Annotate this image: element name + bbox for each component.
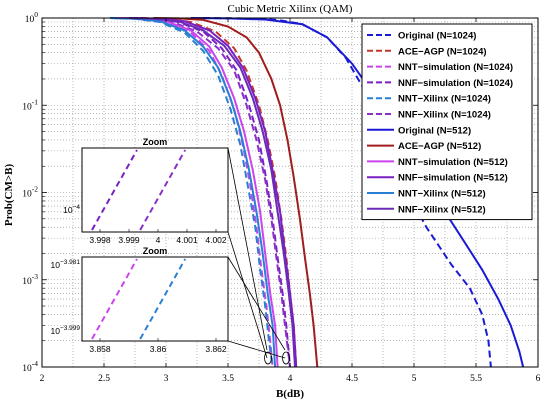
x-tick-label: 6 — [536, 374, 541, 384]
x-tick-label: 2 — [40, 374, 45, 384]
legend-label: NNF−Xilinx (N=1024) — [398, 110, 491, 121]
legend-label: ACE−AGP (N=512) — [398, 141, 481, 152]
legend-label: NNF−simulation (N=512) — [398, 173, 508, 184]
legend-label: NNT−simulation (N=1024) — [398, 62, 513, 73]
x-tick-label: 2.5 — [98, 374, 110, 384]
zoom-connector — [227, 147, 268, 351]
zoom-series-line — [91, 258, 138, 340]
chart-title: Cubic Metric Xilinx (QAM) — [228, 3, 353, 15]
zoom-series-line — [91, 149, 138, 231]
legend-label: ACE−AGP (N=1024) — [398, 46, 487, 57]
zoom-x-tick-label: 4.001 — [176, 235, 198, 245]
zoom-y-tick-label: 10−4 — [63, 204, 80, 215]
zoom-insets: Zoom 3.998 3.999 4 4.001 4.002 10−4 Zoom 3.858 3.… — [50, 137, 290, 365]
zoom-series-line — [139, 149, 187, 231]
x-tick-label: 3.5 — [222, 374, 234, 384]
y-tick-label: 10-1 — [22, 97, 38, 112]
series-line — [153, 17, 319, 368]
y-tick-label: 10-2 — [22, 185, 38, 200]
zoom-x-tick-label: 3.998 — [89, 235, 111, 245]
legend-label: Original (N=1024) — [398, 31, 476, 42]
zoom-inset-title: Zoom — [143, 137, 168, 147]
zoom-x-tick-label: 3.858 — [89, 344, 111, 354]
x-axis-label: B(dB) — [276, 388, 304, 400]
series-line — [110, 17, 277, 368]
zoom-y-tick-label: 10−3.981 — [50, 259, 80, 270]
legend: Original (N=1024) ACE−AGP (N=1024) NNT−sim… — [361, 23, 533, 221]
zoom-inset-frame — [81, 147, 229, 233]
legend-label: NNT−simulation (N=512) — [398, 157, 508, 168]
zoom-x-tick-label: 3.999 — [118, 235, 140, 245]
zoom-x-tick-label: 3.862 — [205, 344, 227, 354]
y-tick-label: 10-4 — [22, 359, 38, 374]
x-tick-label: 4 — [288, 374, 293, 384]
zoom-connector — [227, 256, 286, 351]
y-axis-label: Prob(CM>B) — [3, 164, 15, 227]
zoom-marker — [282, 351, 290, 365]
zoom-inset-frame — [81, 256, 229, 342]
x-tick-label: 4.5 — [346, 374, 358, 384]
legend-label: NNT−Xilinx (N=512) — [398, 189, 486, 200]
series-line — [128, 17, 296, 368]
zoom-x-tick-label: 4.002 — [205, 235, 227, 245]
legend-label: NNF−Xilinx (N=512) — [398, 204, 486, 215]
series-line — [203, 17, 492, 368]
zoom-marker — [264, 351, 272, 365]
zoom-x-tick-label: 4 — [156, 235, 161, 245]
x-tick-label: 5 — [412, 374, 417, 384]
zoom-connector — [227, 340, 286, 359]
zoom-connector — [227, 231, 268, 359]
x-tick-label: 3 — [164, 374, 169, 384]
legend-box — [361, 23, 533, 221]
zoom-x-tick-label: 3.86 — [150, 344, 167, 354]
series-line — [116, 17, 279, 368]
x-tick-label: 5.5 — [470, 374, 482, 384]
legend-label: NNF−simulation (N=1024) — [398, 78, 513, 89]
zoom-y-tick-label: 10−3.999 — [50, 325, 80, 336]
series-line — [122, 17, 291, 368]
y-tick-label: 100 — [25, 10, 39, 25]
zoom-inset-title: Zoom — [143, 246, 168, 256]
series-line — [134, 17, 298, 368]
legend-label: Original (N=512) — [398, 125, 471, 136]
y-tick-label: 10-3 — [22, 272, 38, 287]
legend-label: NNT−Xilinx (N=1024) — [398, 94, 491, 105]
axis-ticks: 2 2.5 3 3.5 4 4.5 5 5.5 6 100 10-1 10-2 10-3 10-4 — [22, 10, 540, 384]
zoom-series-line — [139, 258, 187, 340]
